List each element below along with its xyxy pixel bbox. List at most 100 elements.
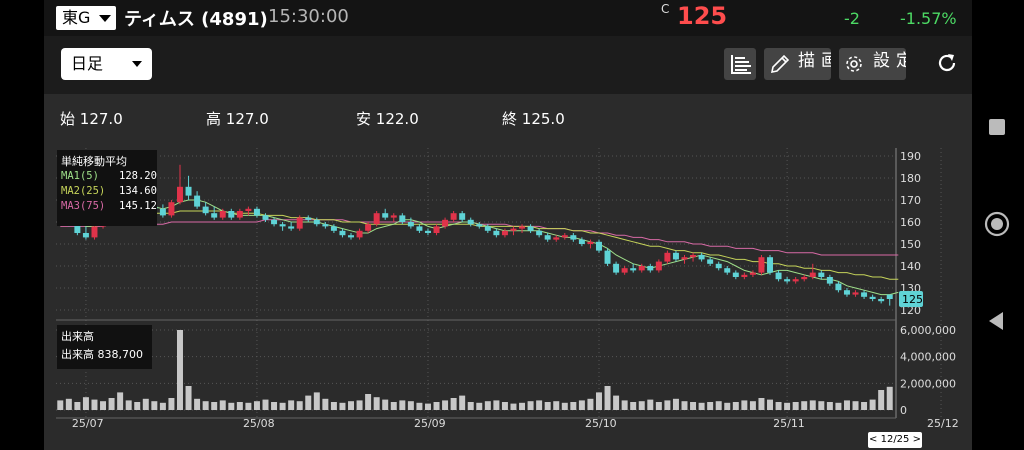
volume-bar <box>690 402 697 410</box>
candle-body <box>681 257 688 260</box>
volume-value: 838,700 <box>97 348 144 361</box>
volume-bar <box>638 401 645 410</box>
period-select[interactable]: 日足 <box>61 48 152 80</box>
candle-body <box>587 241 594 244</box>
candle-body <box>236 211 243 218</box>
current-price: 125 <box>677 2 728 30</box>
current-date-tag[interactable]: < 12/25 > <box>868 432 922 448</box>
volume-bar <box>134 402 141 410</box>
draw-label: 描画 <box>798 51 831 71</box>
volume-bar <box>604 386 611 410</box>
volume-bar <box>365 394 372 410</box>
ma1-line <box>60 199 899 296</box>
back-icon[interactable] <box>989 312 1003 330</box>
candle-body <box>818 272 825 277</box>
candle-body <box>245 208 252 211</box>
volume-bar <box>826 402 833 410</box>
price-tick-label: 160 <box>900 216 921 229</box>
chart-area[interactable]: 190 180 170 160 150 140 130 120 6,000,000 4,000,0… <box>44 146 972 450</box>
candle-body <box>390 215 397 218</box>
ohlc-close-label: 終 <box>502 110 518 128</box>
draw-button[interactable]: 描画 <box>764 48 831 80</box>
price-prefix: C <box>661 2 670 16</box>
x-tick-label: 25/12 <box>927 417 959 430</box>
candle-body <box>348 235 355 238</box>
volume-bar <box>707 402 714 410</box>
last-price-marker <box>899 291 923 307</box>
ma3-label: MA3(75) <box>61 200 106 212</box>
volume-bar <box>595 392 602 410</box>
candle-body <box>296 217 303 229</box>
ma1-label: MA1(5) <box>61 170 99 182</box>
volume-bar <box>356 400 363 410</box>
volume-bar <box>245 402 252 410</box>
recents-icon[interactable] <box>989 119 1005 135</box>
x-tick-label: 25/08 <box>243 417 275 430</box>
candle-body <box>886 294 893 299</box>
price-tick-label: 180 <box>900 172 921 185</box>
candlestick-chart[interactable]: 1901801701601501401301206,000,0004,000,0… <box>44 146 972 450</box>
volume-bar <box>65 398 72 410</box>
x-tick-label: 25/11 <box>773 417 805 430</box>
volume-bar <box>843 400 850 410</box>
ma2-legend-row: MA2(25) 134.60 <box>61 184 157 199</box>
chart-toolbar: 日足 描画 <box>44 36 972 94</box>
android-nav-bar <box>972 0 1024 450</box>
volume-bar <box>561 402 568 410</box>
volume-tick-label: 6,000,000 <box>900 324 956 337</box>
price-tick-label: 120 <box>900 304 921 317</box>
candle-body <box>775 272 782 280</box>
volume-bar <box>211 402 218 410</box>
market-selector[interactable]: 東G <box>56 6 116 30</box>
stock-name: ティムス (4891) <box>124 9 268 30</box>
stock-header: 東G ティムス (4891) 15:30:00 C 125 -2 -1.57% <box>44 0 972 36</box>
volume-bar <box>305 395 312 410</box>
refresh-icon[interactable] <box>934 50 960 76</box>
candle-body <box>253 208 260 216</box>
volume-bar <box>861 402 868 410</box>
candle-body <box>570 235 577 240</box>
volume-bar <box>741 400 748 410</box>
volume-bar <box>493 400 500 410</box>
pencil-icon <box>770 54 790 74</box>
volume-bar <box>442 400 449 410</box>
volume-legend-title: 出来高 <box>61 330 94 343</box>
settings-label: 設定 <box>873 51 906 71</box>
volume-bar <box>82 397 89 410</box>
volume-bar <box>467 402 474 410</box>
candle-body <box>664 252 671 262</box>
volume-bar <box>279 402 286 410</box>
candle-body <box>91 226 98 238</box>
candle-body <box>784 279 791 282</box>
candle-body <box>553 237 560 240</box>
price-tick-label: 190 <box>900 150 921 163</box>
volume-bar <box>125 400 132 410</box>
candle-body <box>715 263 722 269</box>
settings-button[interactable]: 設定 <box>839 48 906 80</box>
volume-bar <box>664 400 671 410</box>
volume-bar <box>484 401 491 410</box>
volume-bar <box>339 402 346 410</box>
volume-bar <box>809 400 816 410</box>
price-tick-label: 150 <box>900 238 921 251</box>
ma3-legend-row: MA3(75) 145.12 <box>61 199 157 214</box>
volume-bar <box>724 402 731 410</box>
ohlc-low-value: 122.0 <box>375 110 419 128</box>
volume-bar <box>390 402 397 410</box>
volume-bar <box>852 401 859 410</box>
volume-bar <box>758 398 765 410</box>
volume-bar <box>818 401 825 410</box>
candle-body <box>82 233 89 238</box>
volume-bar <box>450 398 457 410</box>
volume-bar <box>313 392 320 410</box>
candle-body <box>613 263 620 273</box>
candle-body <box>168 202 175 216</box>
candle-body <box>493 230 500 236</box>
indicator-list-button[interactable] <box>724 48 756 80</box>
last-price-label: 125 <box>902 293 923 306</box>
candle-body <box>869 296 876 299</box>
candle-body <box>416 226 423 231</box>
volume-bar <box>407 401 414 410</box>
home-icon[interactable] <box>984 211 1010 237</box>
volume-bar <box>536 400 543 410</box>
